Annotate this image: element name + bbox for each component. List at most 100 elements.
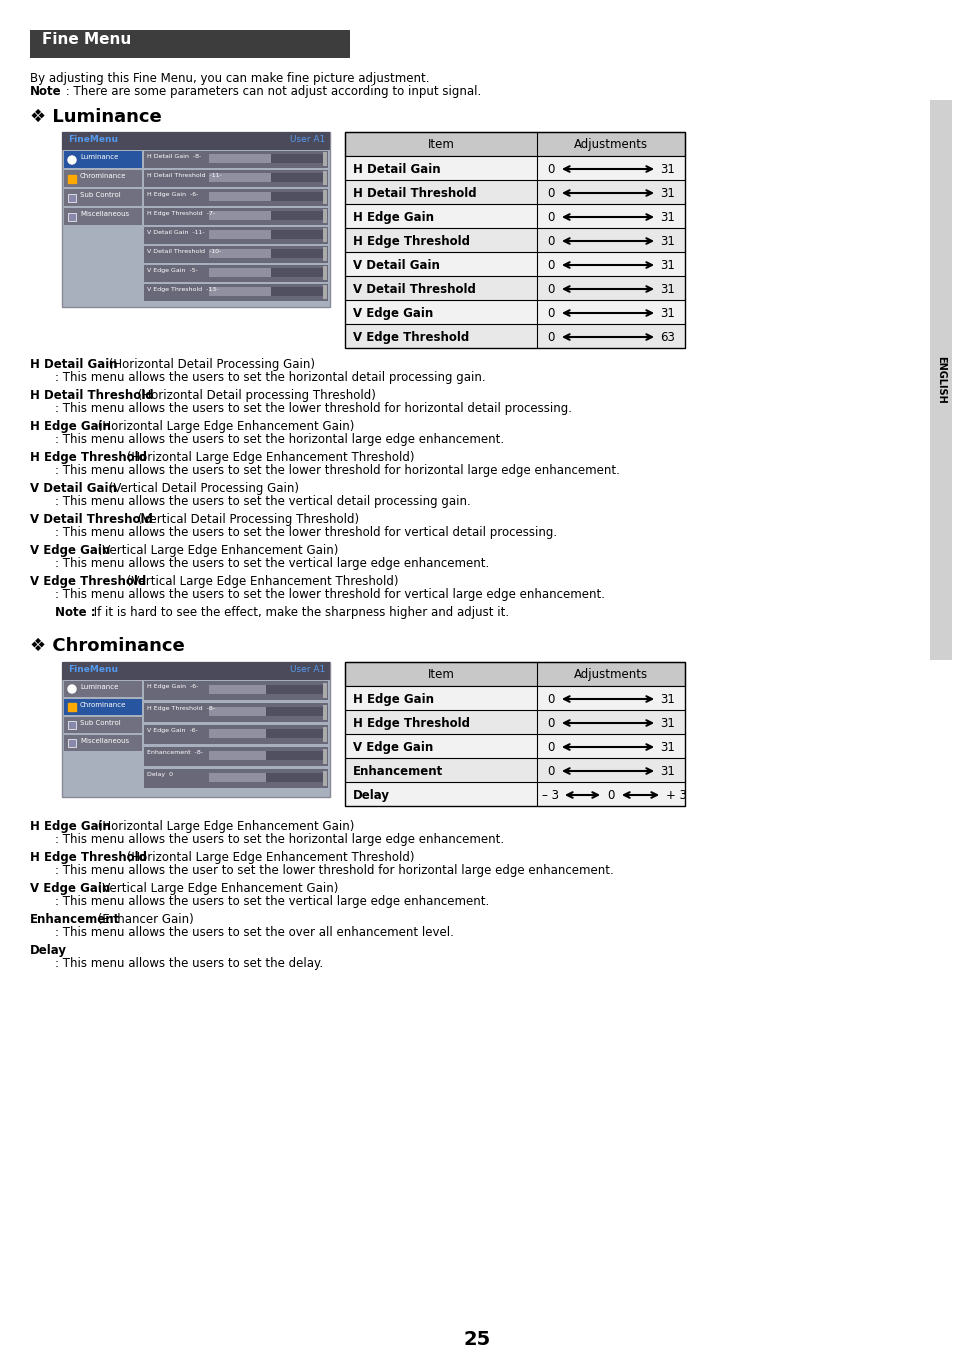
Bar [345, 686, 684, 711]
Bar [144, 227, 328, 245]
Text: V Edge Gain  -5-: V Edge Gain -5- [147, 267, 197, 273]
Text: 0: 0 [546, 235, 554, 249]
Text: : This menu allows the user to set the lower threshold for horizontal large edge: : This menu allows the user to set the l… [55, 865, 613, 877]
Text: Sub Control: Sub Control [80, 720, 121, 725]
Text: (Vertical Large Edge Enhancement Threshold): (Vertical Large Edge Enhancement Thresho… [123, 576, 398, 588]
Bar [209, 154, 323, 163]
Text: 31: 31 [659, 282, 675, 296]
Text: Adjustments: Adjustments [574, 667, 647, 681]
Text: Miscellaneous: Miscellaneous [80, 738, 129, 744]
Text: V Edge Threshold: V Edge Threshold [30, 576, 146, 588]
Bar [68, 721, 76, 730]
Text: 31: 31 [659, 740, 675, 754]
Bar [929, 100, 951, 661]
Bar [64, 698, 142, 715]
Bar [64, 681, 142, 697]
Text: V Edge Threshold  -13-: V Edge Threshold -13- [147, 286, 218, 292]
Text: 31: 31 [659, 765, 675, 778]
Bar [323, 172, 327, 185]
Text: H Edge Gain: H Edge Gain [353, 211, 434, 224]
Bar [209, 685, 266, 694]
Bar [345, 758, 684, 782]
Bar [144, 284, 328, 301]
Text: FineMenu: FineMenu [68, 665, 118, 674]
Text: H Detail Threshold: H Detail Threshold [30, 389, 153, 403]
Text: : This menu allows the users to set the vertical large edge enhancement.: : This menu allows the users to set the … [55, 557, 489, 570]
Bar [144, 747, 328, 766]
Bar [209, 751, 266, 761]
Text: H Detail Threshold  -11-: H Detail Threshold -11- [147, 173, 221, 178]
Text: (Horizontal Detail processing Threshold): (Horizontal Detail processing Threshold) [134, 389, 375, 403]
Text: ENGLISH: ENGLISH [935, 357, 945, 404]
Text: : This menu allows the users to set the lower threshold for vertical large edge : : This menu allows the users to set the … [55, 588, 604, 601]
Bar [144, 246, 328, 263]
Text: : This menu allows the users to set the over all enhancement level.: : This menu allows the users to set the … [55, 925, 454, 939]
Bar [62, 662, 330, 797]
Text: Note: Note [30, 85, 62, 99]
Text: 31: 31 [659, 307, 675, 320]
Bar [209, 173, 323, 182]
Text: 31: 31 [659, 186, 675, 200]
Bar [209, 230, 271, 239]
Text: If it is hard to see the effect, make the sharpness higher and adjust it.: If it is hard to see the effect, make th… [90, 607, 508, 619]
Text: H Edge Threshold: H Edge Threshold [353, 717, 470, 730]
Bar [345, 253, 684, 276]
Bar [144, 170, 328, 186]
Text: V Detail Threshold: V Detail Threshold [353, 282, 476, 296]
Text: 31: 31 [659, 693, 675, 707]
Bar [64, 170, 142, 186]
Bar [68, 703, 76, 711]
Bar [209, 730, 266, 738]
Bar [62, 132, 330, 307]
Bar [209, 773, 266, 782]
Bar [144, 725, 328, 744]
Text: H Edge Threshold  -7-: H Edge Threshold -7- [147, 211, 214, 216]
Text: Note :: Note : [55, 607, 95, 619]
Text: V Detail Gain: V Detail Gain [353, 259, 439, 272]
Text: V Edge Gain: V Edge Gain [30, 544, 111, 557]
Text: (Vertical Detail Processing Gain): (Vertical Detail Processing Gain) [105, 482, 299, 494]
Bar [345, 155, 684, 180]
Text: Chrominance: Chrominance [80, 703, 126, 708]
Bar [345, 204, 684, 228]
Bar [209, 267, 271, 277]
Text: 0: 0 [546, 163, 554, 176]
Bar [323, 748, 327, 765]
Bar [209, 707, 266, 716]
Bar [209, 154, 271, 163]
Text: Enhancement  -8-: Enhancement -8- [147, 750, 203, 755]
Text: : There are some parameters can not adjust according to input signal.: : There are some parameters can not adju… [62, 85, 480, 99]
Text: 31: 31 [659, 163, 675, 176]
Text: Luminance: Luminance [80, 684, 118, 690]
Text: Delay  0: Delay 0 [147, 771, 172, 777]
Bar [323, 771, 327, 786]
Text: Item: Item [427, 138, 454, 151]
Bar [345, 711, 684, 734]
Bar [64, 151, 142, 168]
Text: 0: 0 [546, 717, 554, 730]
Text: 63: 63 [659, 331, 675, 345]
Text: (Enhancer Gain): (Enhancer Gain) [93, 913, 193, 925]
Text: Enhancement: Enhancement [30, 913, 120, 925]
Bar [209, 707, 323, 716]
Bar [345, 662, 684, 807]
Text: – 3: – 3 [541, 789, 558, 802]
Text: User A1: User A1 [290, 665, 325, 674]
Text: H Detail Gain: H Detail Gain [30, 358, 117, 372]
Text: H Detail Gain  -8-: H Detail Gain -8- [147, 154, 201, 159]
Text: (Horizontal Large Edge Enhancement Gain): (Horizontal Large Edge Enhancement Gain) [93, 820, 354, 834]
Bar [345, 324, 684, 349]
Bar [209, 192, 271, 201]
Text: : This menu allows the users to set the horizontal detail processing gain.: : This menu allows the users to set the … [55, 372, 485, 384]
Text: V Edge Gain: V Edge Gain [353, 740, 433, 754]
Bar [345, 276, 684, 300]
Bar [323, 209, 327, 223]
Bar [209, 685, 323, 694]
Text: : This menu allows the users to set the delay.: : This menu allows the users to set the … [55, 957, 323, 970]
Bar [209, 286, 271, 296]
Text: Chrominance: Chrominance [80, 173, 126, 178]
Bar [345, 662, 684, 686]
Text: Miscellaneous: Miscellaneous [80, 211, 129, 218]
Text: (Horizontal Large Edge Enhancement Gain): (Horizontal Large Edge Enhancement Gain) [93, 420, 354, 434]
Bar [64, 189, 142, 205]
